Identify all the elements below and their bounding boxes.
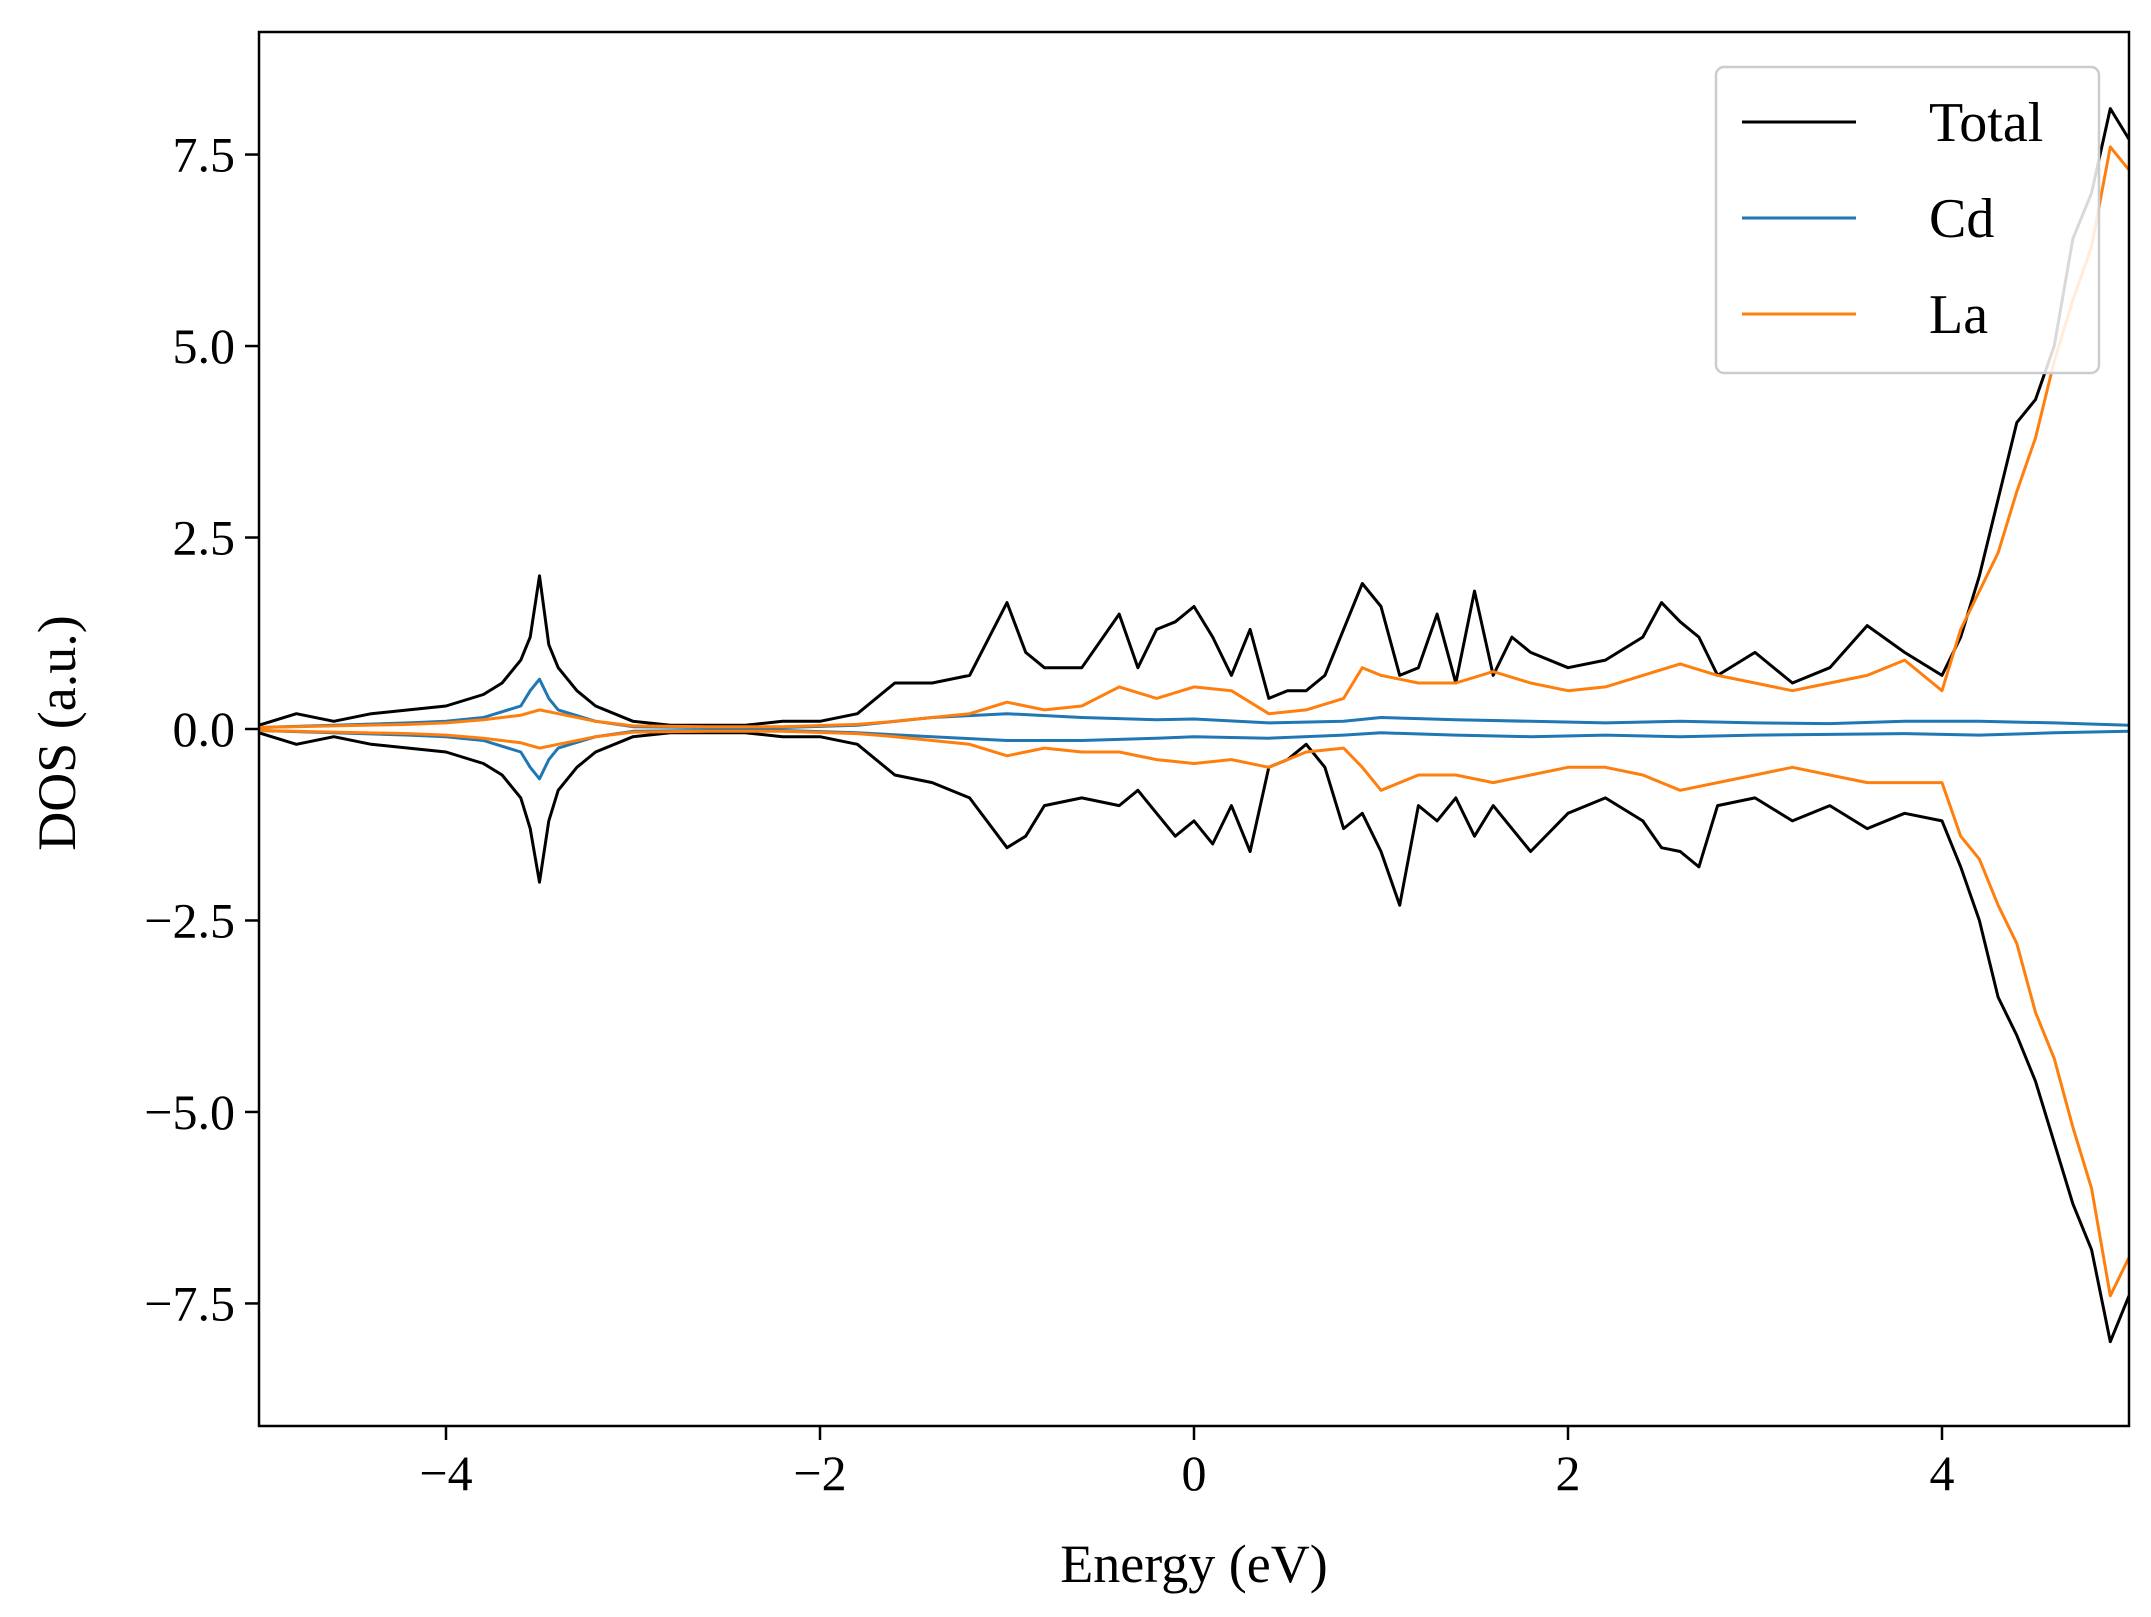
plot-area <box>259 107 2129 1344</box>
y-tick-label: −2.5 <box>144 892 235 948</box>
series-line-total-up <box>259 107 2129 727</box>
x-tick-label: −4 <box>419 1445 472 1501</box>
x-tick-label: −2 <box>793 1445 846 1501</box>
y-axis-label: DOS (a.u.) <box>27 615 87 850</box>
x-tick-label: 2 <box>1556 1445 1581 1501</box>
legend-label-cd: Cd <box>1929 188 1994 250</box>
series-line-cd-up <box>259 677 2129 729</box>
y-tick-label: 2.5 <box>173 510 236 566</box>
legend-label-total: Total <box>1929 92 2043 154</box>
x-axis-label: Energy (eV) <box>1060 1534 1327 1594</box>
series-line-la-up <box>259 145 2129 729</box>
axes-layer: −4 −2 0 2 4 7.5 5.0 2.5 0.0 −2.5 −5.0 −7.5 <box>144 30 2131 1501</box>
y-tick-label: 7.5 <box>173 127 236 183</box>
x-tick-label: 4 <box>1930 1445 1955 1501</box>
y-tick-label: 0.0 <box>173 701 236 757</box>
series-layer <box>259 107 2129 1344</box>
y-tick-label: −5.0 <box>144 1084 235 1140</box>
legend: Total Cd La <box>1714 65 2101 375</box>
legend-box <box>1714 65 2101 375</box>
x-tick-label: 0 <box>1182 1445 1207 1501</box>
y-tick-label: −7.5 <box>144 1275 235 1331</box>
y-tick-label: 5.0 <box>173 318 236 374</box>
series-line-la-down <box>259 729 2129 1298</box>
series-line-cd-down <box>259 729 2129 781</box>
legend-label-la: La <box>1929 284 1988 346</box>
